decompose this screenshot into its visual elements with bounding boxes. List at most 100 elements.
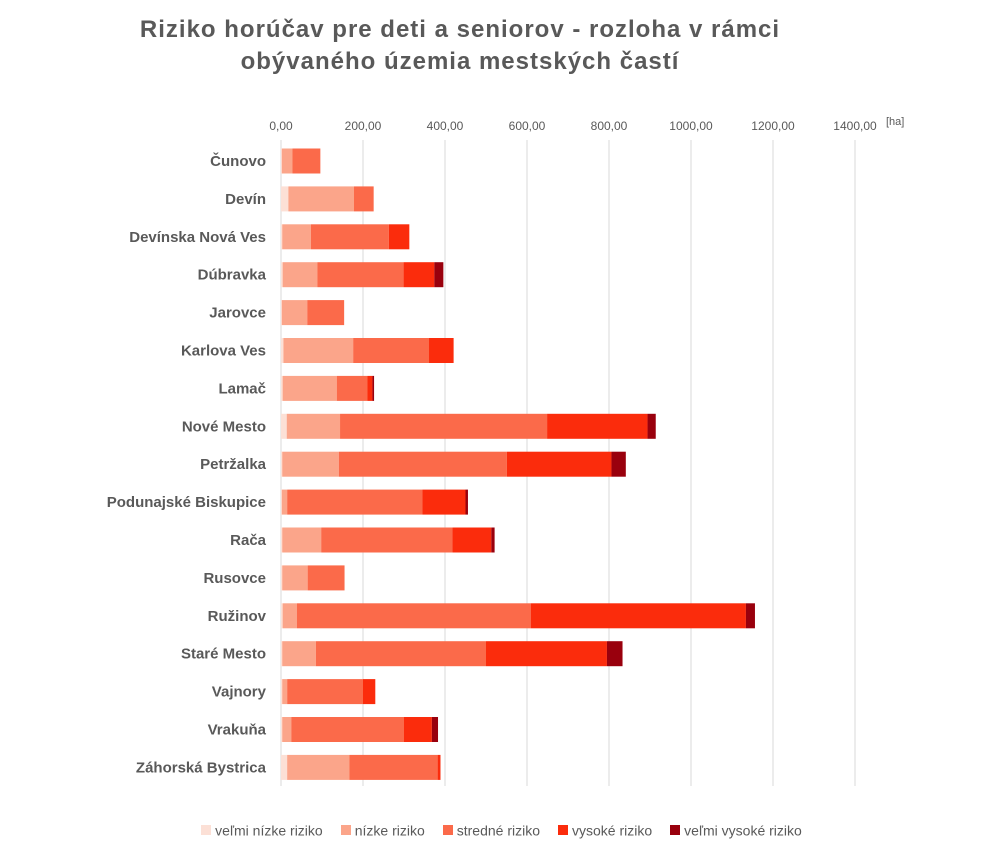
- bar-segment: [547, 413, 648, 439]
- bar-segment: [281, 451, 283, 477]
- legend-item: veľmi vysoké riziko: [670, 821, 802, 838]
- bar-segment: [281, 641, 283, 667]
- legend-swatch: [670, 824, 681, 835]
- category-label: Vajnory: [212, 684, 267, 701]
- bar-segment: [287, 489, 423, 515]
- bar-segment: [291, 717, 404, 742]
- bar-segment: [283, 338, 354, 363]
- x-tick-label: 400,00: [427, 119, 464, 133]
- bar-segment: [506, 451, 612, 477]
- chart-title-line-2: obývaného územia mestských častí: [240, 48, 680, 75]
- bar-segment: [363, 679, 376, 705]
- legend-item: veľmi nízke riziko: [201, 821, 323, 838]
- bar-segment: [282, 679, 288, 705]
- x-tick-labels: 0,00 200,00 400,00 600,00 800,00 1000,00 1200,…: [269, 119, 877, 133]
- bar-segment: [281, 148, 293, 174]
- category-label: Karlova Ves: [181, 343, 266, 360]
- bar-segment: [338, 451, 507, 477]
- bar-segment: [281, 413, 287, 439]
- bar-segment: [281, 338, 284, 363]
- bar-segment: [286, 413, 341, 439]
- bar-segment: [353, 186, 374, 212]
- bar-segment: [307, 565, 345, 591]
- bar-segment: [287, 754, 350, 780]
- bar-segment: [422, 489, 466, 515]
- category-label: Ružinov: [208, 608, 267, 625]
- legend-item: stredné riziko: [442, 821, 541, 838]
- bars: [281, 148, 755, 780]
- bar-segment: [288, 186, 354, 212]
- category-label: Rača: [230, 532, 267, 549]
- x-tick-label: 0,00: [269, 119, 293, 133]
- category-label: Nové Mesto: [182, 418, 266, 435]
- category-label: Čunovo: [210, 152, 266, 170]
- category-label: Záhorská Bystrica: [136, 759, 267, 776]
- bar-segment: [281, 375, 283, 401]
- x-tick-label: 200,00: [345, 119, 382, 133]
- bar-segment: [647, 413, 656, 439]
- bar-segment: [336, 375, 368, 401]
- category-label: Jarovce: [209, 305, 266, 322]
- legend-swatch: [201, 824, 212, 835]
- bar-segment: [434, 262, 444, 288]
- category-label: Devínska Nová Ves: [129, 229, 266, 246]
- legend-label: stredné riziko: [456, 821, 541, 838]
- bar-segment: [340, 413, 548, 439]
- bar-segment: [353, 338, 430, 363]
- bar-segment: [404, 717, 432, 742]
- bar-segment: [321, 527, 453, 553]
- bar-segment: [282, 641, 316, 667]
- category-label: Podunajské Biskupice: [107, 494, 266, 511]
- bar-segment: [429, 338, 454, 363]
- bar-segment: [349, 754, 438, 780]
- bar-segment: [282, 565, 308, 591]
- bar-segment: [310, 224, 389, 250]
- bar-segment: [281, 565, 283, 591]
- category-label: Rusovce: [203, 570, 266, 587]
- category-label: Vrakuňa: [208, 722, 267, 739]
- x-tick-label: 1000,00: [669, 119, 713, 133]
- bar-segment: [437, 754, 441, 780]
- x-tick-label: 800,00: [591, 119, 628, 133]
- bar-segment: [606, 641, 623, 667]
- category-labels: Čunovo Devín Devínska Nová Ves Dúbravka Jaro…: [107, 152, 267, 776]
- legend-swatch: [558, 824, 569, 835]
- bar-segment: [465, 489, 468, 515]
- bar-segment: [315, 641, 486, 667]
- legend-label: veľmi nízke riziko: [215, 821, 323, 838]
- category-label: Lamač: [218, 380, 266, 397]
- bar-segment: [431, 717, 439, 742]
- bar-segment: [282, 224, 311, 250]
- bar-segment: [292, 148, 321, 174]
- category-label: Devín: [225, 191, 266, 208]
- bar-segment: [281, 300, 308, 326]
- bar-segment: [281, 224, 283, 250]
- legend-label: nízke riziko: [354, 821, 425, 838]
- legend-item: nízke riziko: [340, 821, 425, 838]
- bar-segment: [281, 754, 288, 780]
- bar-segment: [281, 489, 282, 515]
- category-label: Dúbravka: [198, 267, 267, 284]
- bar-segment: [281, 186, 289, 212]
- bar-segment: [367, 375, 373, 401]
- bar-segment: [287, 679, 363, 705]
- bar-segment: [317, 262, 404, 288]
- bar-segment: [307, 300, 345, 326]
- bar-segment: [388, 224, 410, 250]
- legend-swatch: [442, 824, 453, 835]
- bar-segment: [403, 262, 435, 288]
- category-label: Staré Mesto: [181, 646, 266, 663]
- bar-segment: [282, 262, 318, 288]
- chart-title-line-1: Riziko horúčav pre deti a seniorov - roz…: [139, 16, 781, 43]
- legend-label: veľmi vysoké riziko: [684, 821, 802, 838]
- x-tick-label: 600,00: [509, 119, 546, 133]
- bar-segment: [281, 679, 283, 705]
- bar-segment: [296, 603, 531, 629]
- bar-segment: [281, 603, 283, 629]
- chart-title: Riziko horúčav pre deti a seniorov - roz…: [0, 14, 920, 78]
- bar-segment: [452, 527, 492, 553]
- bar-segment: [745, 603, 755, 629]
- bar-segment: [282, 375, 337, 401]
- unit-label: [ha]: [886, 116, 904, 128]
